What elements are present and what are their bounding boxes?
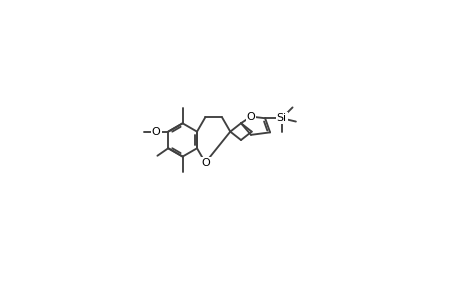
Text: O: O	[201, 158, 209, 168]
Text: Si: Si	[276, 113, 286, 123]
Text: O: O	[151, 127, 160, 136]
Text: O: O	[246, 112, 255, 122]
